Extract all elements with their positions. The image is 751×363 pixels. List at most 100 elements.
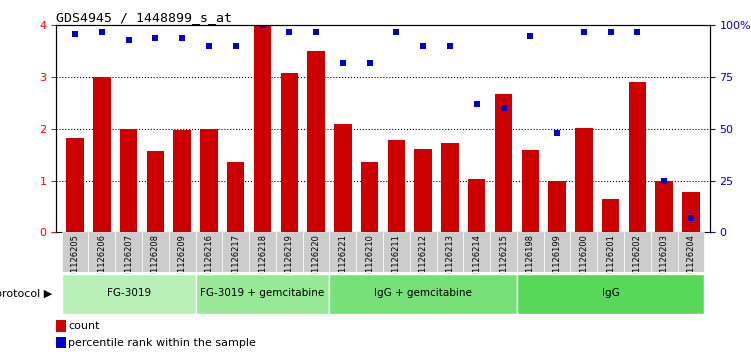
Text: GSM1126209: GSM1126209 xyxy=(178,234,187,290)
Bar xyxy=(142,232,169,272)
Text: GSM1126218: GSM1126218 xyxy=(258,234,267,290)
Bar xyxy=(415,148,432,232)
Text: GSM1126207: GSM1126207 xyxy=(124,234,133,290)
Bar xyxy=(222,232,249,272)
Bar xyxy=(436,232,463,272)
Bar xyxy=(548,180,566,232)
Point xyxy=(417,43,429,49)
Point xyxy=(69,31,81,37)
Point xyxy=(122,37,134,43)
Bar xyxy=(201,129,218,232)
Bar xyxy=(624,232,651,272)
Bar xyxy=(169,232,195,272)
Bar xyxy=(62,274,195,314)
Point xyxy=(551,130,563,136)
Bar xyxy=(120,129,137,232)
Bar xyxy=(66,138,84,232)
Bar xyxy=(356,232,383,272)
Text: GSM1126221: GSM1126221 xyxy=(339,234,348,290)
Text: FG-3019 + gemcitabine: FG-3019 + gemcitabine xyxy=(201,288,324,298)
Text: GSM1126216: GSM1126216 xyxy=(204,234,213,290)
Bar xyxy=(173,130,191,232)
Text: GSM1126205: GSM1126205 xyxy=(71,234,80,290)
Bar xyxy=(330,232,356,272)
Bar xyxy=(522,150,539,232)
Bar xyxy=(442,143,459,232)
Bar xyxy=(276,232,303,272)
Bar xyxy=(334,124,351,232)
Bar xyxy=(656,180,673,232)
Text: GSM1126203: GSM1126203 xyxy=(659,234,668,290)
Bar xyxy=(463,232,490,272)
Bar xyxy=(195,232,222,272)
Text: GSM1126199: GSM1126199 xyxy=(553,234,562,290)
Point xyxy=(203,43,215,49)
Bar xyxy=(281,73,298,232)
Text: GSM1126204: GSM1126204 xyxy=(686,234,695,290)
Point xyxy=(283,29,295,34)
Bar xyxy=(517,232,544,272)
Text: GSM1126217: GSM1126217 xyxy=(231,234,240,290)
Bar xyxy=(227,163,244,232)
Point xyxy=(149,35,161,41)
Bar xyxy=(249,232,276,272)
Point xyxy=(444,43,456,49)
Text: GSM1126220: GSM1126220 xyxy=(312,234,321,290)
Bar xyxy=(468,179,485,232)
Point xyxy=(230,43,242,49)
Point xyxy=(578,29,590,34)
Point xyxy=(337,60,349,66)
Bar xyxy=(651,232,677,272)
Point xyxy=(524,33,536,38)
Bar xyxy=(93,77,110,232)
Bar xyxy=(89,232,115,272)
Bar xyxy=(517,274,704,314)
Bar xyxy=(410,232,436,272)
Point xyxy=(632,29,644,34)
Text: GSM1126198: GSM1126198 xyxy=(526,234,535,290)
Text: GSM1126200: GSM1126200 xyxy=(579,234,588,290)
Text: GSM1126210: GSM1126210 xyxy=(365,234,374,290)
Bar xyxy=(682,192,700,232)
Text: count: count xyxy=(68,321,100,331)
Text: GSM1126211: GSM1126211 xyxy=(392,234,401,290)
Text: FG-3019: FG-3019 xyxy=(107,288,151,298)
Text: IgG: IgG xyxy=(602,288,620,298)
Bar xyxy=(146,151,164,232)
Text: protocol ▶: protocol ▶ xyxy=(0,289,53,299)
Bar xyxy=(602,199,620,232)
Point xyxy=(391,29,403,34)
Bar xyxy=(544,232,571,272)
Point xyxy=(257,23,269,28)
Text: GSM1126208: GSM1126208 xyxy=(151,234,160,290)
Text: percentile rank within the sample: percentile rank within the sample xyxy=(68,338,256,348)
Point xyxy=(310,29,322,34)
Bar xyxy=(677,232,704,272)
Point xyxy=(363,60,376,66)
Text: GSM1126202: GSM1126202 xyxy=(633,234,642,290)
Bar xyxy=(307,51,324,232)
Bar xyxy=(62,232,89,272)
Text: GSM1126213: GSM1126213 xyxy=(445,234,454,290)
Bar xyxy=(495,94,512,232)
Point xyxy=(605,29,617,34)
Text: GSM1126219: GSM1126219 xyxy=(285,234,294,290)
Bar xyxy=(597,232,624,272)
Point xyxy=(497,105,509,111)
Bar xyxy=(490,232,517,272)
Text: GSM1126215: GSM1126215 xyxy=(499,234,508,290)
Bar xyxy=(629,82,646,232)
Point xyxy=(471,101,483,107)
Bar xyxy=(575,128,593,232)
Point xyxy=(685,215,697,221)
Text: GDS4945 / 1448899_s_at: GDS4945 / 1448899_s_at xyxy=(56,11,232,24)
Bar xyxy=(330,274,517,314)
Text: GSM1126201: GSM1126201 xyxy=(606,234,615,290)
Bar xyxy=(383,232,410,272)
Point xyxy=(658,178,670,183)
Text: GSM1126214: GSM1126214 xyxy=(472,234,481,290)
Bar xyxy=(195,274,330,314)
Bar xyxy=(388,140,405,232)
Text: IgG + gemcitabine: IgG + gemcitabine xyxy=(374,288,472,298)
Point xyxy=(96,29,108,34)
